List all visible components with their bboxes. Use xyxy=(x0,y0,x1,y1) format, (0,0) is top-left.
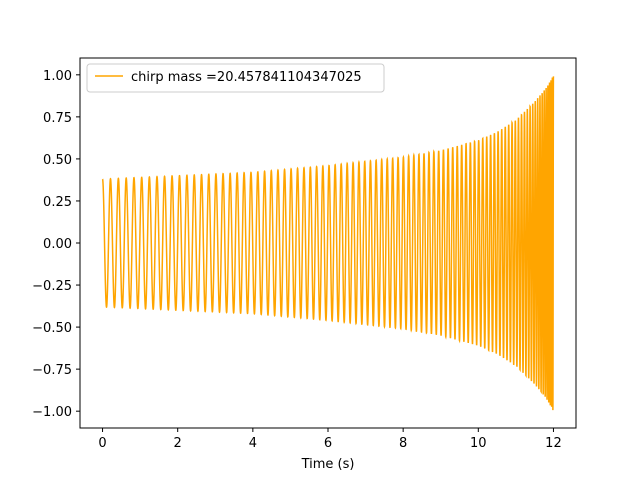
y-tick-label: −0.25 xyxy=(32,279,72,294)
x-tick-label: 12 xyxy=(545,436,562,451)
legend: chirp mass =20.457841104347025 xyxy=(86,63,385,93)
ticks-layer: 0 2 4 6 8 10 12 −1.00 −0.75 −0.50 −0.25 0.00 0.25 0.5… xyxy=(32,69,562,451)
x-axis-label: Time (s) xyxy=(301,457,355,472)
y-tick-label: 0.50 xyxy=(43,153,72,168)
x-tick-label: 8 xyxy=(399,436,407,451)
axes-frame xyxy=(79,57,577,429)
y-tick-label: 0.75 xyxy=(43,111,72,126)
y-tick-label: −1.00 xyxy=(32,405,72,420)
y-tick-label: 1.00 xyxy=(43,69,72,84)
x-tick-label: 6 xyxy=(324,436,332,451)
y-tick-label: 0.25 xyxy=(43,195,72,210)
y-tick-label: 0.00 xyxy=(43,237,72,252)
x-tick-label: 2 xyxy=(174,436,182,451)
y-tick-label: −0.75 xyxy=(32,363,72,378)
x-tick-label: 0 xyxy=(98,436,106,451)
legend-box xyxy=(86,63,385,93)
series-line xyxy=(101,76,555,411)
legend-label: chirp mass =20.457841104347025 xyxy=(131,70,362,85)
series-layer xyxy=(101,76,555,411)
x-tick-label: 10 xyxy=(470,436,487,451)
y-tick-label: −0.50 xyxy=(32,321,72,336)
x-tick-label: 4 xyxy=(249,436,257,451)
